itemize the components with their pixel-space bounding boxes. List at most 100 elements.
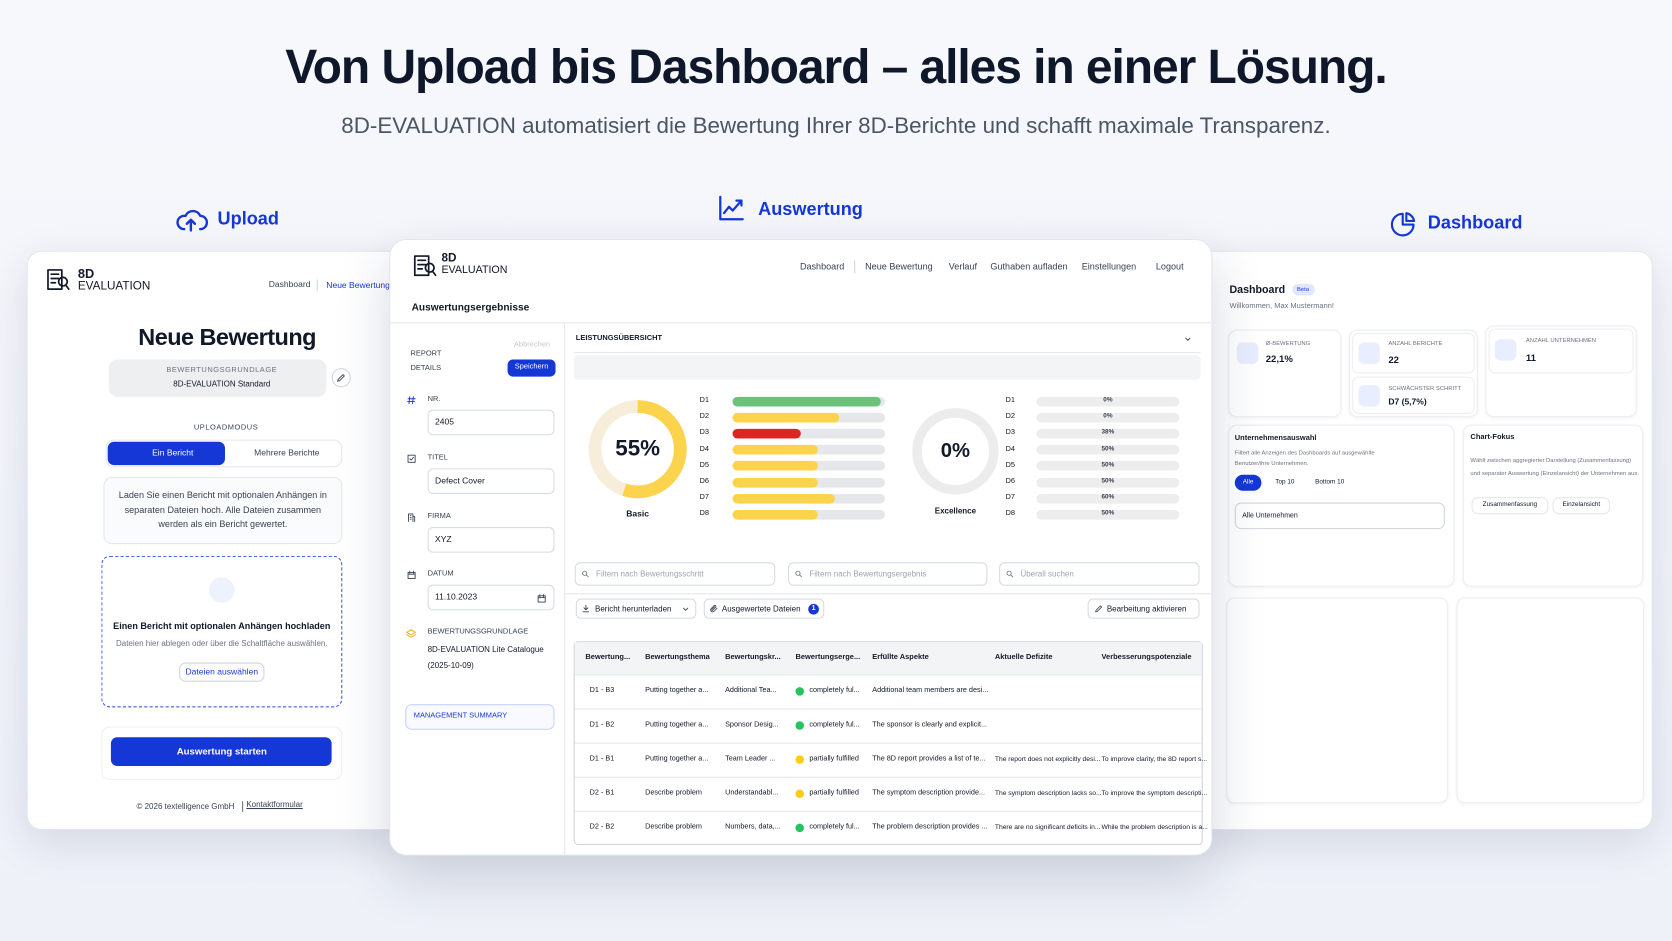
step-label: D3: [1005, 428, 1016, 437]
bar-track: [1036, 493, 1180, 504]
filter-pill[interactable]: Alle: [1242, 478, 1254, 486]
action-button[interactable]: [703, 598, 825, 619]
nav-link[interactable]: Verlauf: [948, 261, 977, 272]
filter-input[interactable]: [999, 562, 1200, 586]
action-button[interactable]: [575, 598, 697, 619]
info-box: [103, 476, 343, 545]
mode-button[interactable]: Zusammenfassung: [1482, 501, 1538, 509]
input[interactable]: [427, 584, 555, 611]
mode-active[interactable]: [107, 441, 225, 466]
bar-label: 38%: [1101, 429, 1115, 436]
row-divider: [574, 742, 1202, 744]
bar: [732, 428, 802, 439]
table-cell: completely ful...: [809, 686, 860, 695]
field-value[interactable]: Defect Cover: [435, 475, 485, 486]
nav-link[interactable]: Logout: [1155, 261, 1184, 272]
field-value[interactable]: 2405: [435, 417, 455, 427]
table-cell: To improve the symptom descripti...: [1101, 789, 1208, 798]
section-label: Upload: [217, 208, 279, 229]
filter-placeholder[interactable]: Filtern nach Bewertungsergebnis: [809, 568, 927, 579]
step-label: D8: [1005, 509, 1016, 518]
table-cell: Additional Tea...: [725, 686, 777, 695]
summary-label[interactable]: MANAGEMENT SUMMARY: [413, 712, 508, 720]
save-button-label[interactable]: Speichern: [514, 363, 549, 371]
nav-link[interactable]: Dashboard: [268, 279, 311, 290]
pill-active[interactable]: [1234, 474, 1262, 491]
filter-placeholder[interactable]: Überall suchen: [1020, 568, 1074, 579]
action-label[interactable]: Ausgewertete Dateien: [721, 603, 801, 614]
field-value[interactable]: 11.10.2023: [435, 592, 478, 602]
filter-input[interactable]: [787, 562, 988, 586]
file-button-label[interactable]: Dateien auswählen: [185, 666, 259, 677]
action-label[interactable]: Bericht herunterladen: [594, 603, 672, 614]
count-badge: [808, 603, 819, 615]
drop-zone: [101, 555, 343, 708]
bar: [732, 493, 835, 504]
action-label[interactable]: Bearbeitung aktivieren: [1106, 603, 1187, 614]
row-divider: [574, 708, 1202, 710]
filter-input[interactable]: [574, 562, 776, 586]
logo-text: EVALUATION: [441, 264, 508, 277]
drop-icon-circle: [208, 577, 235, 603]
nav-link[interactable]: Guthaben aufladen: [990, 261, 1068, 272]
company-select[interactable]: [1234, 502, 1445, 530]
start-button-label[interactable]: Auswertung starten: [176, 746, 267, 757]
bar-track: [1036, 396, 1180, 406]
step-label: D2: [699, 412, 710, 421]
pie-icon: [1390, 212, 1416, 237]
field-value[interactable]: XYZ: [435, 534, 452, 545]
table-cell: D1 - B1: [589, 755, 615, 763]
field-label: FIRMA: [427, 512, 451, 521]
field-label: BEWERTUNGSGRUNDLAGE: [166, 366, 278, 375]
start-button[interactable]: [110, 737, 332, 767]
kpi-label: ANZAHL BERICHTE: [1388, 340, 1443, 348]
filter-placeholder[interactable]: Filtern nach Bewertungsschritt: [596, 568, 704, 579]
filter-pill[interactable]: Bottom 10: [1315, 478, 1345, 486]
badge-text: Beta: [1296, 285, 1310, 293]
form-title: Neue Bewertung: [138, 323, 316, 351]
score-name: Basic: [626, 508, 650, 519]
input[interactable]: [427, 527, 555, 553]
nav-link[interactable]: Neue Bewertung: [865, 261, 933, 272]
select-value[interactable]: Alle Unternehmen: [1242, 512, 1298, 520]
mode-button[interactable]: Ein Bericht: [152, 448, 194, 458]
footer-link[interactable]: Kontaktformular: [246, 799, 303, 810]
table-cell: completely ful...: [809, 823, 860, 831]
row-divider: [574, 776, 1202, 778]
edit-button[interactable]: [331, 368, 351, 388]
save-button[interactable]: [507, 359, 556, 377]
footer-text: © 2026 textelligence GmbH: [136, 801, 235, 812]
mode-btn[interactable]: [1471, 497, 1549, 515]
action-button[interactable]: [1087, 598, 1200, 619]
table-cell: The 8D report provides a list of te...: [872, 755, 986, 763]
column-header: Bewertungsthema: [645, 653, 710, 662]
section-label: Dashboard: [1427, 212, 1523, 233]
bar-label: 0%: [1103, 397, 1113, 404]
kpi-icon-bg: [1358, 342, 1380, 364]
mode-toggle: [105, 439, 343, 468]
bar-label: 50%: [1101, 478, 1115, 485]
bar: [732, 396, 881, 406]
nav-link[interactable]: Neue Bewertung: [326, 280, 390, 291]
summary-box[interactable]: [405, 704, 555, 730]
kpi-icon-bg: [1236, 342, 1259, 364]
filter-card: [1228, 424, 1455, 587]
divider: [573, 352, 1201, 354]
cancel-button[interactable]: Abbrechen: [513, 341, 551, 349]
filter-pill[interactable]: Top 10: [1275, 478, 1295, 486]
nav-link[interactable]: Einstellungen: [1081, 261, 1137, 272]
input[interactable]: [427, 409, 555, 436]
mode-btn[interactable]: [1552, 497, 1611, 515]
status-dot: [795, 823, 804, 833]
input[interactable]: [427, 468, 555, 494]
evaluation-panel: [389, 238, 1213, 856]
mode-button[interactable]: Mehrere Berichte: [254, 448, 320, 458]
nav-link[interactable]: Dashboard: [799, 261, 845, 272]
file-button[interactable]: [179, 662, 265, 682]
mode-button[interactable]: Einzelansicht: [1562, 501, 1601, 509]
chart-card: [1226, 597, 1449, 804]
step-label: D7: [1005, 493, 1016, 502]
status-dot: [795, 687, 804, 696]
card-title: Chart-Fokus: [1470, 433, 1515, 442]
